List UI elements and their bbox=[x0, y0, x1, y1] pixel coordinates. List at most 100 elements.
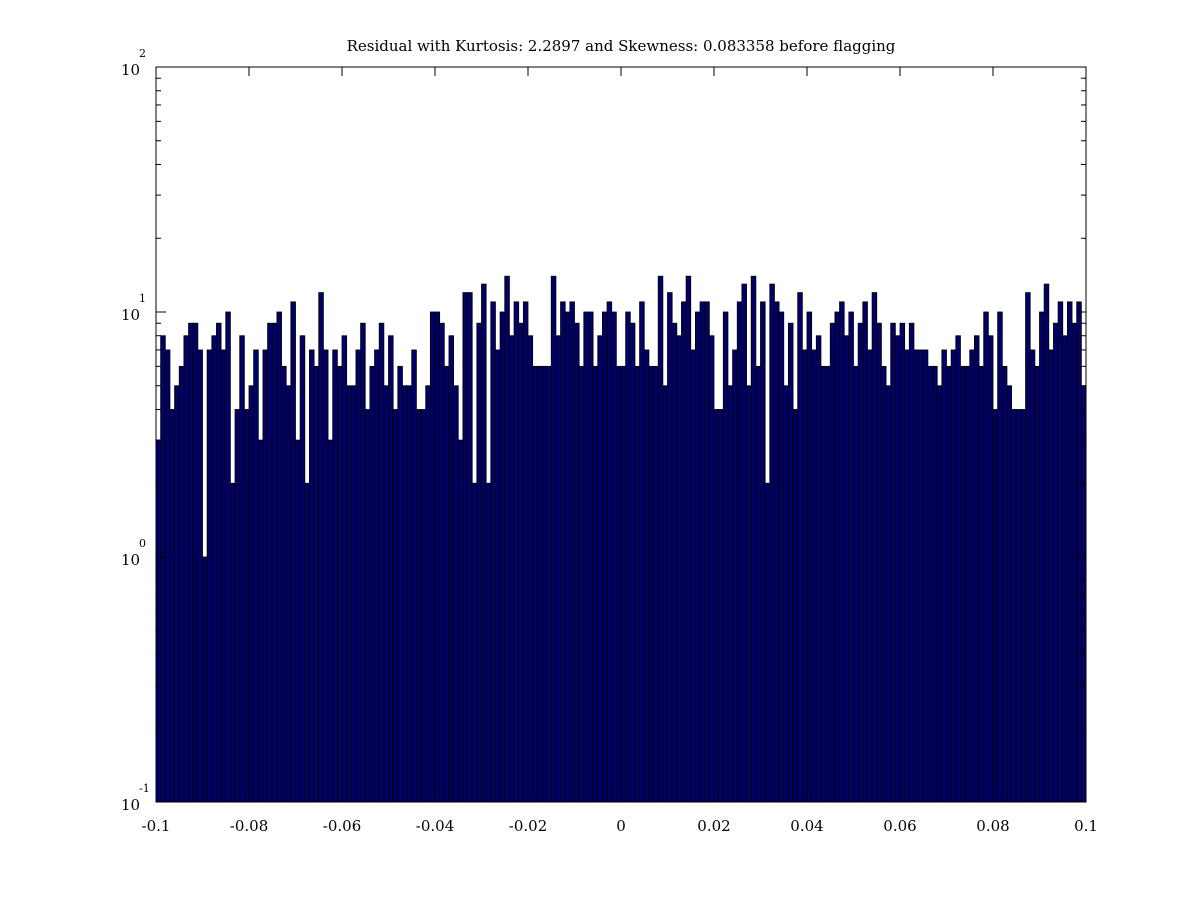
histogram-bar bbox=[369, 365, 375, 803]
histogram-bar bbox=[839, 301, 845, 803]
x-tick-labels: -0.1 -0.08 -0.06 -0.04 -0.02 0 0.02 0.04 0.06 0.0… bbox=[142, 817, 1098, 835]
histogram-bar bbox=[718, 409, 724, 803]
histogram-bar bbox=[1043, 283, 1050, 803]
x-tick-label: 0.08 bbox=[976, 817, 1009, 835]
histogram-bar bbox=[950, 349, 957, 803]
histogram-bar bbox=[755, 365, 761, 803]
y-tick-label-exponent: 1 bbox=[139, 292, 146, 305]
histogram-bar bbox=[322, 349, 329, 803]
histogram-bar bbox=[425, 385, 431, 803]
y-tick-label-base: 10 bbox=[121, 551, 140, 569]
histogram-bar bbox=[341, 335, 348, 803]
histogram-bar bbox=[662, 385, 668, 803]
histogram-bar bbox=[876, 322, 882, 803]
histogram-bar bbox=[160, 335, 166, 803]
histogram-bar bbox=[648, 365, 654, 803]
histogram-bar bbox=[299, 335, 306, 803]
histogram-bar bbox=[983, 311, 989, 803]
histogram-bar bbox=[555, 335, 561, 803]
histogram-bar bbox=[978, 365, 985, 803]
histogram-bar bbox=[722, 311, 729, 803]
histogram-bar bbox=[620, 365, 627, 803]
histogram-bar bbox=[946, 365, 952, 803]
histogram-bar bbox=[1071, 322, 1078, 803]
histogram-bar bbox=[811, 349, 817, 803]
y-tick-label-base: 10 bbox=[121, 61, 140, 79]
histogram-bar bbox=[992, 409, 999, 803]
x-tick-label: -0.08 bbox=[230, 817, 268, 835]
axis-ticks bbox=[155, 66, 1087, 803]
histogram-bar bbox=[597, 335, 603, 803]
histogram-bar bbox=[504, 275, 510, 803]
histogram-bar bbox=[462, 292, 468, 803]
y-tick-label-exponent: 2 bbox=[139, 47, 146, 60]
histogram-bar bbox=[732, 349, 738, 803]
histogram-bar bbox=[411, 349, 417, 803]
histogram-bar bbox=[657, 275, 664, 803]
histogram-bar bbox=[676, 335, 682, 803]
histogram-bar bbox=[1039, 311, 1045, 803]
histogram-bar bbox=[346, 385, 352, 803]
histogram-bar bbox=[974, 335, 980, 803]
histogram-bar bbox=[490, 301, 496, 803]
histogram-bar bbox=[1006, 385, 1013, 803]
histogram-bar bbox=[1062, 335, 1068, 803]
histogram-bar bbox=[932, 365, 938, 803]
histogram-bar bbox=[885, 385, 892, 803]
histogram-bar bbox=[467, 292, 473, 803]
histogram-bar bbox=[429, 311, 436, 803]
histogram-bar bbox=[313, 365, 320, 803]
histogram-bar bbox=[904, 349, 910, 803]
histogram-bar bbox=[336, 365, 343, 803]
histogram-bar bbox=[495, 349, 501, 803]
histogram-bar bbox=[834, 311, 840, 803]
histogram-bar bbox=[829, 322, 836, 803]
histogram-bar bbox=[262, 349, 269, 803]
histogram-bar bbox=[243, 409, 250, 803]
histogram-bar bbox=[374, 349, 380, 803]
histogram-bar bbox=[643, 349, 650, 803]
histogram-bar bbox=[481, 283, 487, 803]
histogram-bar bbox=[364, 409, 371, 803]
histogram-bar bbox=[955, 335, 961, 803]
histogram-bar bbox=[578, 365, 585, 803]
histogram-bar bbox=[867, 349, 873, 803]
histogram-bar bbox=[527, 335, 534, 803]
histogram-bar bbox=[806, 311, 813, 803]
histogram-bar bbox=[546, 365, 552, 803]
histogram-bar bbox=[295, 439, 301, 803]
histogram-bar bbox=[309, 349, 315, 803]
histogram-bar bbox=[169, 409, 175, 803]
chart-title: Residual with Kurtosis: 2.2897 and Skewn… bbox=[347, 37, 896, 55]
histogram-bar bbox=[164, 349, 171, 803]
histogram-bar bbox=[964, 365, 971, 803]
histogram-bar bbox=[615, 365, 622, 803]
histogram-bar bbox=[969, 349, 975, 803]
histogram-bar bbox=[574, 322, 580, 803]
histogram-bar bbox=[443, 365, 450, 803]
histogram-bar bbox=[471, 482, 478, 803]
histogram-bar bbox=[908, 322, 915, 803]
histogram-bar bbox=[629, 322, 636, 803]
histogram-bar bbox=[1057, 301, 1064, 803]
histogram-bar bbox=[1025, 292, 1031, 803]
histogram-bar bbox=[1011, 409, 1017, 803]
histogram-bar bbox=[541, 365, 548, 803]
histogram-bar bbox=[736, 301, 743, 803]
histogram-bar bbox=[550, 275, 557, 803]
histogram-bar bbox=[234, 409, 241, 803]
histogram-bar bbox=[453, 385, 459, 803]
histogram-bar bbox=[769, 283, 775, 803]
histogram-bar bbox=[899, 322, 906, 803]
histogram-bar bbox=[1029, 349, 1036, 803]
histogram-bar bbox=[281, 365, 287, 803]
histogram-bar bbox=[350, 385, 357, 803]
histogram-bar bbox=[206, 349, 213, 803]
histogram-bar bbox=[857, 322, 864, 803]
histogram-bar bbox=[602, 311, 608, 803]
histogram-bar bbox=[178, 365, 185, 803]
histogram-bar bbox=[639, 301, 645, 803]
x-tick-label: 0.06 bbox=[883, 817, 916, 835]
histogram-bar bbox=[588, 311, 594, 803]
